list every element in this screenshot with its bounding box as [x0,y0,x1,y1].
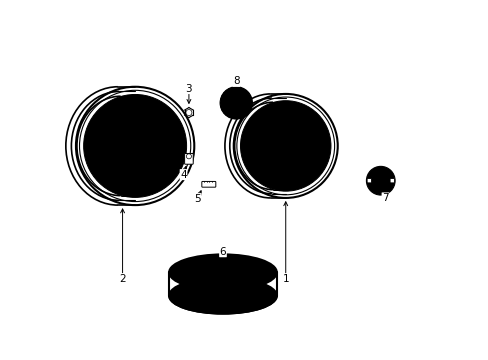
Circle shape [231,87,234,90]
Text: 7: 7 [381,193,388,203]
Circle shape [225,113,228,116]
FancyBboxPatch shape [202,181,215,187]
Circle shape [212,276,218,282]
Circle shape [241,88,244,91]
Circle shape [83,94,186,197]
Text: 8: 8 [232,76,239,86]
Circle shape [231,116,234,119]
FancyBboxPatch shape [184,153,193,164]
Circle shape [247,95,250,98]
Circle shape [247,108,250,111]
Circle shape [221,95,224,98]
Circle shape [278,150,281,154]
FancyBboxPatch shape [389,179,394,183]
Circle shape [227,276,233,282]
Text: 1: 1 [282,274,288,284]
Circle shape [228,88,231,91]
Circle shape [223,92,226,95]
Circle shape [227,263,233,269]
Circle shape [271,131,300,161]
Circle shape [366,166,394,195]
Circle shape [220,87,252,119]
Circle shape [290,150,293,154]
FancyBboxPatch shape [366,179,371,183]
Circle shape [246,92,249,95]
Circle shape [127,152,131,156]
Text: STS: STS [231,100,241,105]
Circle shape [249,105,251,108]
Circle shape [221,108,224,111]
Circle shape [238,116,241,119]
Text: 4: 4 [180,170,186,180]
Circle shape [249,98,251,101]
Circle shape [373,174,387,188]
Circle shape [142,141,147,145]
Circle shape [290,138,293,141]
Text: 2: 2 [119,274,125,284]
Circle shape [139,152,143,156]
Circle shape [278,138,281,141]
Circle shape [244,113,246,116]
Circle shape [117,128,153,164]
Ellipse shape [187,261,258,284]
Circle shape [200,273,205,279]
Circle shape [249,102,252,104]
Circle shape [240,273,245,279]
Circle shape [234,87,237,90]
Text: 5: 5 [194,194,201,204]
Circle shape [220,98,223,101]
Circle shape [238,87,241,90]
Circle shape [228,115,231,118]
Circle shape [244,90,246,93]
Circle shape [223,111,226,113]
Circle shape [212,263,218,269]
Circle shape [212,261,233,282]
Circle shape [240,266,245,271]
Circle shape [220,102,223,104]
Circle shape [241,115,244,118]
Circle shape [220,105,223,108]
Circle shape [195,270,201,275]
Ellipse shape [169,278,276,314]
Circle shape [133,134,137,138]
Circle shape [200,266,205,271]
Circle shape [234,116,237,119]
Circle shape [225,90,228,93]
Text: 3: 3 [185,84,192,94]
Circle shape [246,111,249,113]
Text: 6: 6 [219,247,226,257]
Circle shape [244,270,250,275]
Ellipse shape [169,255,276,290]
Circle shape [240,101,330,191]
Circle shape [123,141,127,145]
Circle shape [223,90,248,116]
